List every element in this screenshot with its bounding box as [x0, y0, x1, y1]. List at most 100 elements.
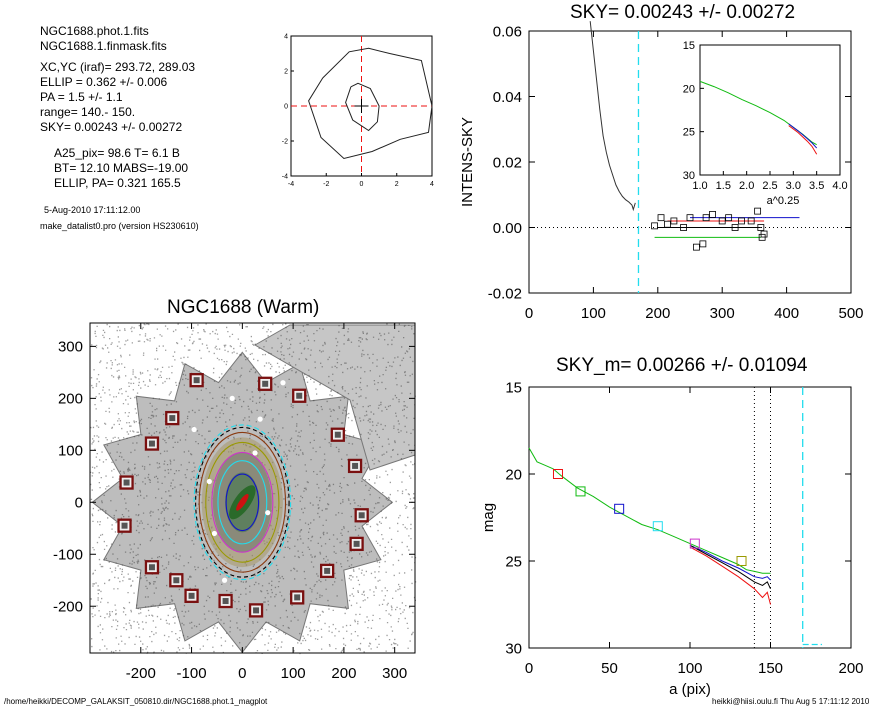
image-ytick-label: -100 — [53, 547, 83, 564]
inset-frame — [699, 44, 841, 176]
mag-plot-ylabel: mag — [480, 503, 497, 532]
masked-star — [257, 416, 263, 422]
galaxy-image — [90, 323, 417, 655]
mag-plot-xlabel: a (pix) — [669, 681, 711, 698]
sky-plot-ytick-label: 0.04 — [493, 89, 522, 106]
inset-xtick-label: 1.0 — [692, 180, 707, 192]
sky-plot-title: SKY= 0.00243 +/- 0.00272 — [570, 2, 796, 23]
footer-path: /home/heikki/DECOMP_GALAKSIT_050810.dir/… — [4, 697, 268, 706]
sky-plot-point — [657, 214, 665, 222]
sky-plot-point — [738, 217, 745, 225]
contour-line — [345, 82, 380, 132]
masked-star — [229, 395, 235, 401]
sky-plot-ytick-label: 0.00 — [493, 220, 522, 237]
image-xtick-label: -100 — [177, 665, 207, 682]
mask-box-core — [296, 392, 303, 399]
contour-ytick-label: -4 — [282, 174, 288, 181]
inset-series-blue — [788, 123, 818, 149]
sky-plot-xtick-label: 300 — [710, 305, 735, 322]
sky-plot-point — [718, 217, 726, 225]
sky-plot-profile-line — [589, 21, 636, 212]
image-frame — [89, 322, 416, 654]
image-ytick-label: -200 — [53, 598, 83, 615]
sky-plot-xtick-label: 100 — [581, 305, 606, 322]
mask-box-core — [353, 540, 360, 547]
masked-star — [221, 577, 228, 583]
sky-plot-point — [747, 217, 755, 225]
mag-plot-series-red — [689, 546, 771, 605]
image-xtick-label: 100 — [281, 665, 306, 682]
mag-plot-marker — [689, 538, 700, 549]
sky-plot-ytick-label: 0.06 — [493, 23, 522, 40]
image-xtick-label: 0 — [238, 665, 246, 682]
image-xtick-label: 200 — [331, 665, 356, 682]
mag-plot-marker — [552, 469, 563, 479]
mag-plot-marker — [575, 486, 586, 497]
mag-plot-series-black — [689, 544, 771, 590]
sky-plot-point — [670, 217, 678, 225]
mask-box-core — [173, 577, 180, 584]
info-bt: BT= 12.10 MABS=-19.00 — [54, 161, 189, 175]
inset-xtick-label: 3.5 — [809, 180, 824, 192]
masked-star — [265, 510, 271, 516]
sky-plot-point — [699, 240, 707, 248]
contour-ytick-label: 2 — [284, 69, 288, 76]
inset-ytick-label: 20 — [683, 83, 695, 95]
image-ytick-label: 0 — [75, 495, 83, 512]
contour-xtick-label: 2 — [395, 181, 399, 188]
masked-star — [252, 450, 258, 456]
mask-box-core — [121, 522, 128, 529]
info-program: make_datalist0.pro (version HS230610) — [40, 221, 199, 231]
mask-box-core — [358, 512, 365, 519]
galaxy-isophote — [205, 441, 280, 563]
sky-plot-xtick-label: 500 — [838, 305, 863, 322]
galaxy-isophote — [195, 426, 290, 578]
mag-plot-xtick-label: 200 — [838, 660, 863, 677]
mask-box-core — [262, 380, 269, 387]
mask-box-core — [169, 415, 176, 422]
contour-xtick-label: 4 — [430, 181, 434, 188]
inset-xtick-label: 2.5 — [762, 180, 777, 192]
inset-ytick-label: 30 — [683, 170, 695, 182]
sky-plot-ylabel: INTENS-SKY — [459, 117, 476, 207]
sky-plot-ytick-label: 0.02 — [493, 154, 522, 171]
sky-plot-point — [680, 224, 687, 231]
info-center: XC,YC (iraf)= 293.72, 289.03 — [40, 60, 196, 74]
mask-box-core — [334, 431, 341, 438]
mag-plot-xtick-label: 150 — [758, 660, 783, 677]
mask-box-core — [294, 594, 301, 601]
mag-plot-series-green — [528, 447, 771, 574]
mask-box-core — [222, 598, 229, 605]
sky-plot-point — [702, 214, 710, 222]
masked-star — [206, 478, 212, 485]
footer-user: heikki@hiisi.oulu.fi Thu Aug 5 17:11:12 … — [712, 697, 870, 706]
mask-box-core — [253, 607, 260, 614]
sky-plot-ytick-label: -0.02 — [488, 285, 522, 302]
inset-xtick-label: 2.0 — [739, 180, 754, 192]
contour-xtick-label: -2 — [323, 181, 329, 188]
mag-plot-xtick-label: 100 — [677, 660, 702, 677]
sky-plot-xtick-label: 400 — [774, 305, 799, 322]
masked-star — [211, 530, 218, 537]
inset-xlabel: a^0.25 — [767, 195, 800, 207]
sky-plot-point — [731, 224, 739, 231]
image-ytick-label: 100 — [58, 443, 83, 460]
info-date: 5-Aug-2010 17:11:12.00 — [44, 205, 141, 215]
info-a25: A25_pix= 98.6 T= 6.1 B — [54, 146, 180, 160]
mag-plot-series-blue — [689, 544, 771, 581]
contour-line — [308, 47, 433, 160]
info-range: range= 140.- 150. — [40, 105, 136, 119]
info-ellip-pa: ELLIP, PA= 0.321 165.5 — [54, 176, 181, 190]
image-xtick-label: -200 — [126, 665, 156, 682]
mask-box-core — [148, 564, 155, 571]
sky-plot-point — [709, 210, 716, 218]
mag-plot-ytick-label: 30 — [505, 640, 522, 657]
contour-ytick-label: 4 — [284, 34, 288, 41]
mag-plot-ytick-label: 20 — [505, 466, 522, 483]
mask-box-core — [148, 440, 155, 447]
contour-ytick-label: -2 — [282, 139, 288, 146]
mask-box-core — [123, 479, 130, 486]
sky-plot-xtick-label: 200 — [645, 305, 670, 322]
mag-plot-marker — [736, 556, 747, 566]
galaxy-isophote — [198, 431, 287, 573]
